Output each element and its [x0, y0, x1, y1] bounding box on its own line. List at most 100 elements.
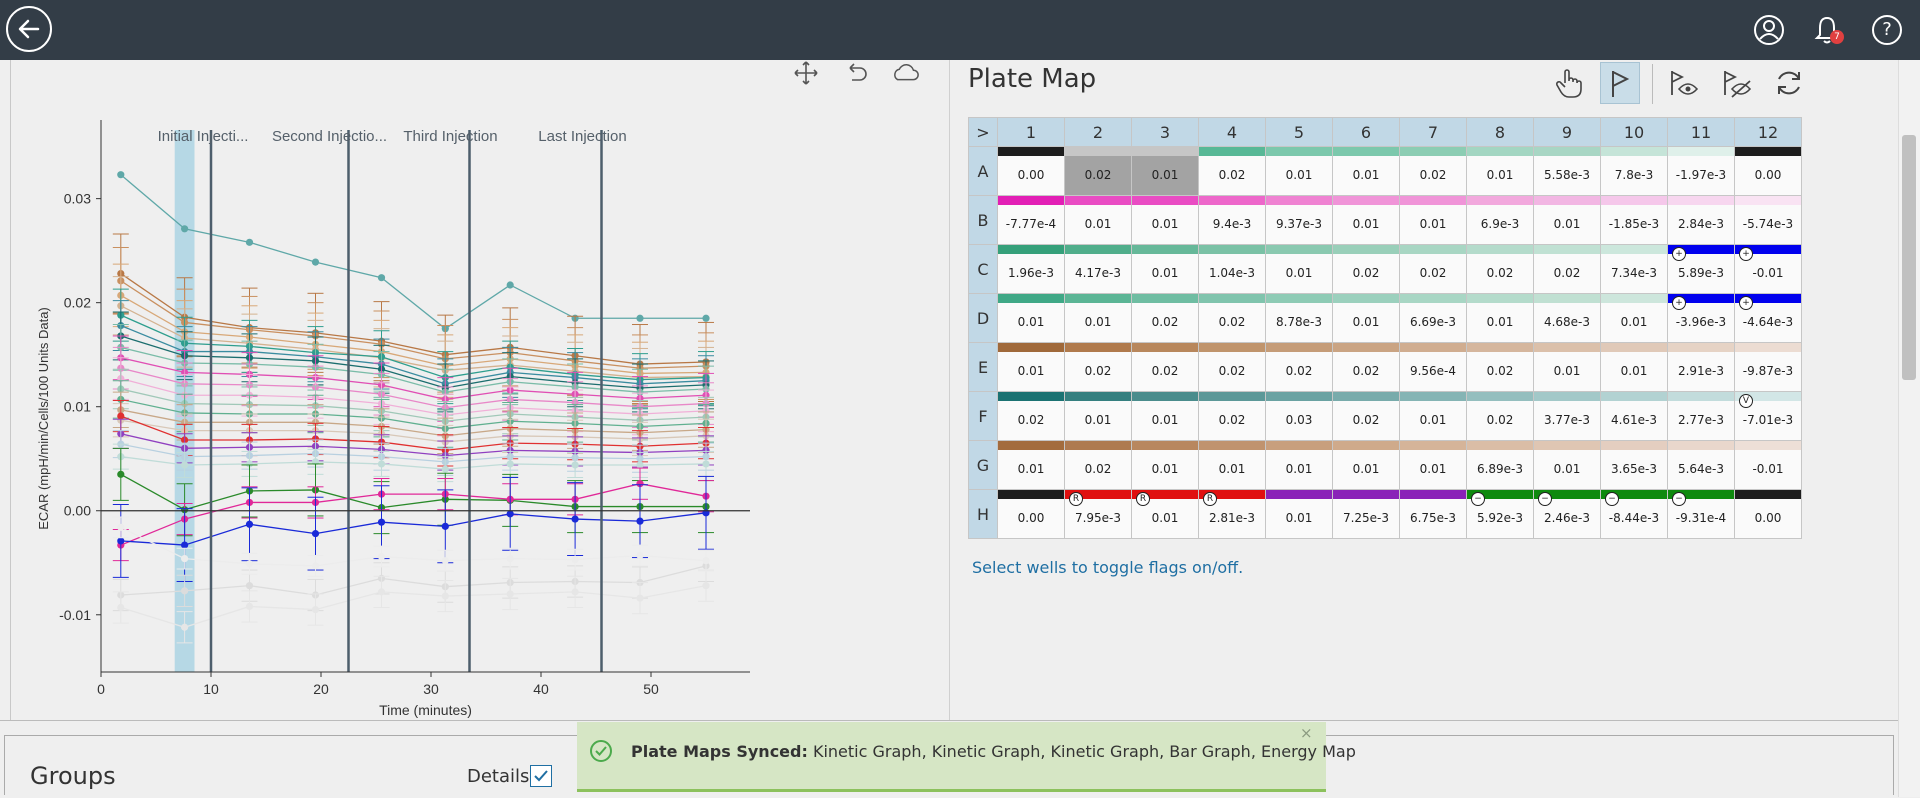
well-E9[interactable]: 0.01 — [1533, 342, 1601, 392]
undo-button[interactable] — [842, 58, 872, 88]
well-G8[interactable]: 6.89e-3 — [1466, 440, 1534, 490]
well-F4[interactable]: 0.02 — [1198, 391, 1266, 441]
well-A5[interactable]: 0.01 — [1265, 146, 1333, 196]
well-H10[interactable]: − -8.44e-3 — [1600, 489, 1668, 539]
column-header-1[interactable]: 1 — [997, 117, 1065, 147]
well-D3[interactable]: 0.02 — [1131, 293, 1199, 343]
details-checkbox[interactable] — [530, 765, 552, 787]
row-header-B[interactable]: B — [968, 195, 998, 245]
well-H7[interactable]: 6.75e-3 — [1399, 489, 1467, 539]
well-E11[interactable]: 2.91e-3 — [1667, 342, 1735, 392]
well-G10[interactable]: 3.65e-3 — [1600, 440, 1668, 490]
well-H2[interactable]: R 7.95e-3 — [1064, 489, 1132, 539]
back-button[interactable] — [6, 6, 52, 52]
well-C3[interactable]: 0.01 — [1131, 244, 1199, 294]
well-C6[interactable]: 0.02 — [1332, 244, 1400, 294]
column-header-10[interactable]: 10 — [1600, 117, 1668, 147]
well-C4[interactable]: 1.04e-3 — [1198, 244, 1266, 294]
well-H8[interactable]: − 5.92e-3 — [1466, 489, 1534, 539]
well-A1[interactable]: 0.00 — [997, 146, 1065, 196]
well-D5[interactable]: 8.78e-3 — [1265, 293, 1333, 343]
show-flagged-button[interactable] — [1664, 62, 1704, 104]
well-F5[interactable]: 0.03 — [1265, 391, 1333, 441]
user-account-button[interactable] — [1751, 12, 1787, 48]
well-C7[interactable]: 0.02 — [1399, 244, 1467, 294]
well-B10[interactable]: -1.85e-3 — [1600, 195, 1668, 245]
well-C8[interactable]: 0.02 — [1466, 244, 1534, 294]
well-C1[interactable]: 1.96e-3 — [997, 244, 1065, 294]
well-B1[interactable]: -7.77e-4 — [997, 195, 1065, 245]
well-D10[interactable]: 0.01 — [1600, 293, 1668, 343]
well-E5[interactable]: 0.02 — [1265, 342, 1333, 392]
well-E10[interactable]: 0.01 — [1600, 342, 1668, 392]
column-header-7[interactable]: 7 — [1399, 117, 1467, 147]
well-F10[interactable]: 4.61e-3 — [1600, 391, 1668, 441]
plate-corner[interactable]: > — [968, 117, 998, 147]
well-D12[interactable]: + -4.64e-3 — [1734, 293, 1802, 343]
column-header-5[interactable]: 5 — [1265, 117, 1333, 147]
toast-close-button[interactable]: × — [1300, 724, 1313, 742]
column-header-6[interactable]: 6 — [1332, 117, 1400, 147]
row-header-A[interactable]: A — [968, 146, 998, 196]
well-C2[interactable]: 4.17e-3 — [1064, 244, 1132, 294]
well-E1[interactable]: 0.01 — [997, 342, 1065, 392]
well-G7[interactable]: 0.01 — [1399, 440, 1467, 490]
well-B2[interactable]: 0.01 — [1064, 195, 1132, 245]
column-header-9[interactable]: 9 — [1533, 117, 1601, 147]
well-A11[interactable]: -1.97e-3 — [1667, 146, 1735, 196]
well-B7[interactable]: 0.01 — [1399, 195, 1467, 245]
column-header-2[interactable]: 2 — [1064, 117, 1132, 147]
notifications-button[interactable]: 7 — [1809, 12, 1845, 48]
well-E12[interactable]: -9.87e-3 — [1734, 342, 1802, 392]
well-B6[interactable]: 0.01 — [1332, 195, 1400, 245]
well-D9[interactable]: 4.68e-3 — [1533, 293, 1601, 343]
well-G1[interactable]: 0.01 — [997, 440, 1065, 490]
well-B5[interactable]: 9.37e-3 — [1265, 195, 1333, 245]
well-H1[interactable]: 0.00 — [997, 489, 1065, 539]
well-D1[interactable]: 0.01 — [997, 293, 1065, 343]
refresh-button[interactable] — [1769, 62, 1809, 104]
well-C9[interactable]: 0.02 — [1533, 244, 1601, 294]
well-F8[interactable]: 0.02 — [1466, 391, 1534, 441]
export-button[interactable] — [890, 58, 920, 88]
well-D6[interactable]: 0.01 — [1332, 293, 1400, 343]
well-G3[interactable]: 0.01 — [1131, 440, 1199, 490]
row-header-G[interactable]: G — [968, 440, 998, 490]
well-A10[interactable]: 7.8e-3 — [1600, 146, 1668, 196]
well-C10[interactable]: 7.34e-3 — [1600, 244, 1668, 294]
well-B8[interactable]: 6.9e-3 — [1466, 195, 1534, 245]
row-header-F[interactable]: F — [968, 391, 998, 441]
column-header-4[interactable]: 4 — [1198, 117, 1266, 147]
well-D4[interactable]: 0.02 — [1198, 293, 1266, 343]
well-H12[interactable]: 0.00 — [1734, 489, 1802, 539]
well-G2[interactable]: 0.02 — [1064, 440, 1132, 490]
well-B11[interactable]: 2.84e-3 — [1667, 195, 1735, 245]
well-E7[interactable]: 9.56e-4 — [1399, 342, 1467, 392]
pan-button[interactable] — [791, 58, 821, 88]
column-header-8[interactable]: 8 — [1466, 117, 1534, 147]
column-header-3[interactable]: 3 — [1131, 117, 1199, 147]
well-B9[interactable]: 0.01 — [1533, 195, 1601, 245]
well-F1[interactable]: 0.02 — [997, 391, 1065, 441]
column-header-11[interactable]: 11 — [1667, 117, 1735, 147]
scrollbar-thumb[interactable] — [1902, 135, 1916, 380]
well-H5[interactable]: 0.01 — [1265, 489, 1333, 539]
well-G9[interactable]: 0.01 — [1533, 440, 1601, 490]
well-H9[interactable]: − 2.46e-3 — [1533, 489, 1601, 539]
well-E3[interactable]: 0.02 — [1131, 342, 1199, 392]
well-F11[interactable]: 2.77e-3 — [1667, 391, 1735, 441]
well-E4[interactable]: 0.02 — [1198, 342, 1266, 392]
row-header-E[interactable]: E — [968, 342, 998, 392]
well-H4[interactable]: R 2.81e-3 — [1198, 489, 1266, 539]
well-H6[interactable]: 7.25e-3 — [1332, 489, 1400, 539]
well-G4[interactable]: 0.01 — [1198, 440, 1266, 490]
well-C11[interactable]: +5.89e-3 — [1667, 244, 1735, 294]
well-B12[interactable]: -5.74e-3 — [1734, 195, 1802, 245]
ecar-kinetic-chart[interactable]: Initial Injecti... Second Injectio... Thir… — [10, 60, 950, 720]
well-F3[interactable]: 0.01 — [1131, 391, 1199, 441]
help-button[interactable]: ? — [1869, 12, 1905, 48]
well-C12[interactable]: + -0.01 — [1734, 244, 1802, 294]
select-tool-button[interactable] — [1549, 62, 1589, 104]
well-G6[interactable]: 0.01 — [1332, 440, 1400, 490]
well-D2[interactable]: 0.01 — [1064, 293, 1132, 343]
